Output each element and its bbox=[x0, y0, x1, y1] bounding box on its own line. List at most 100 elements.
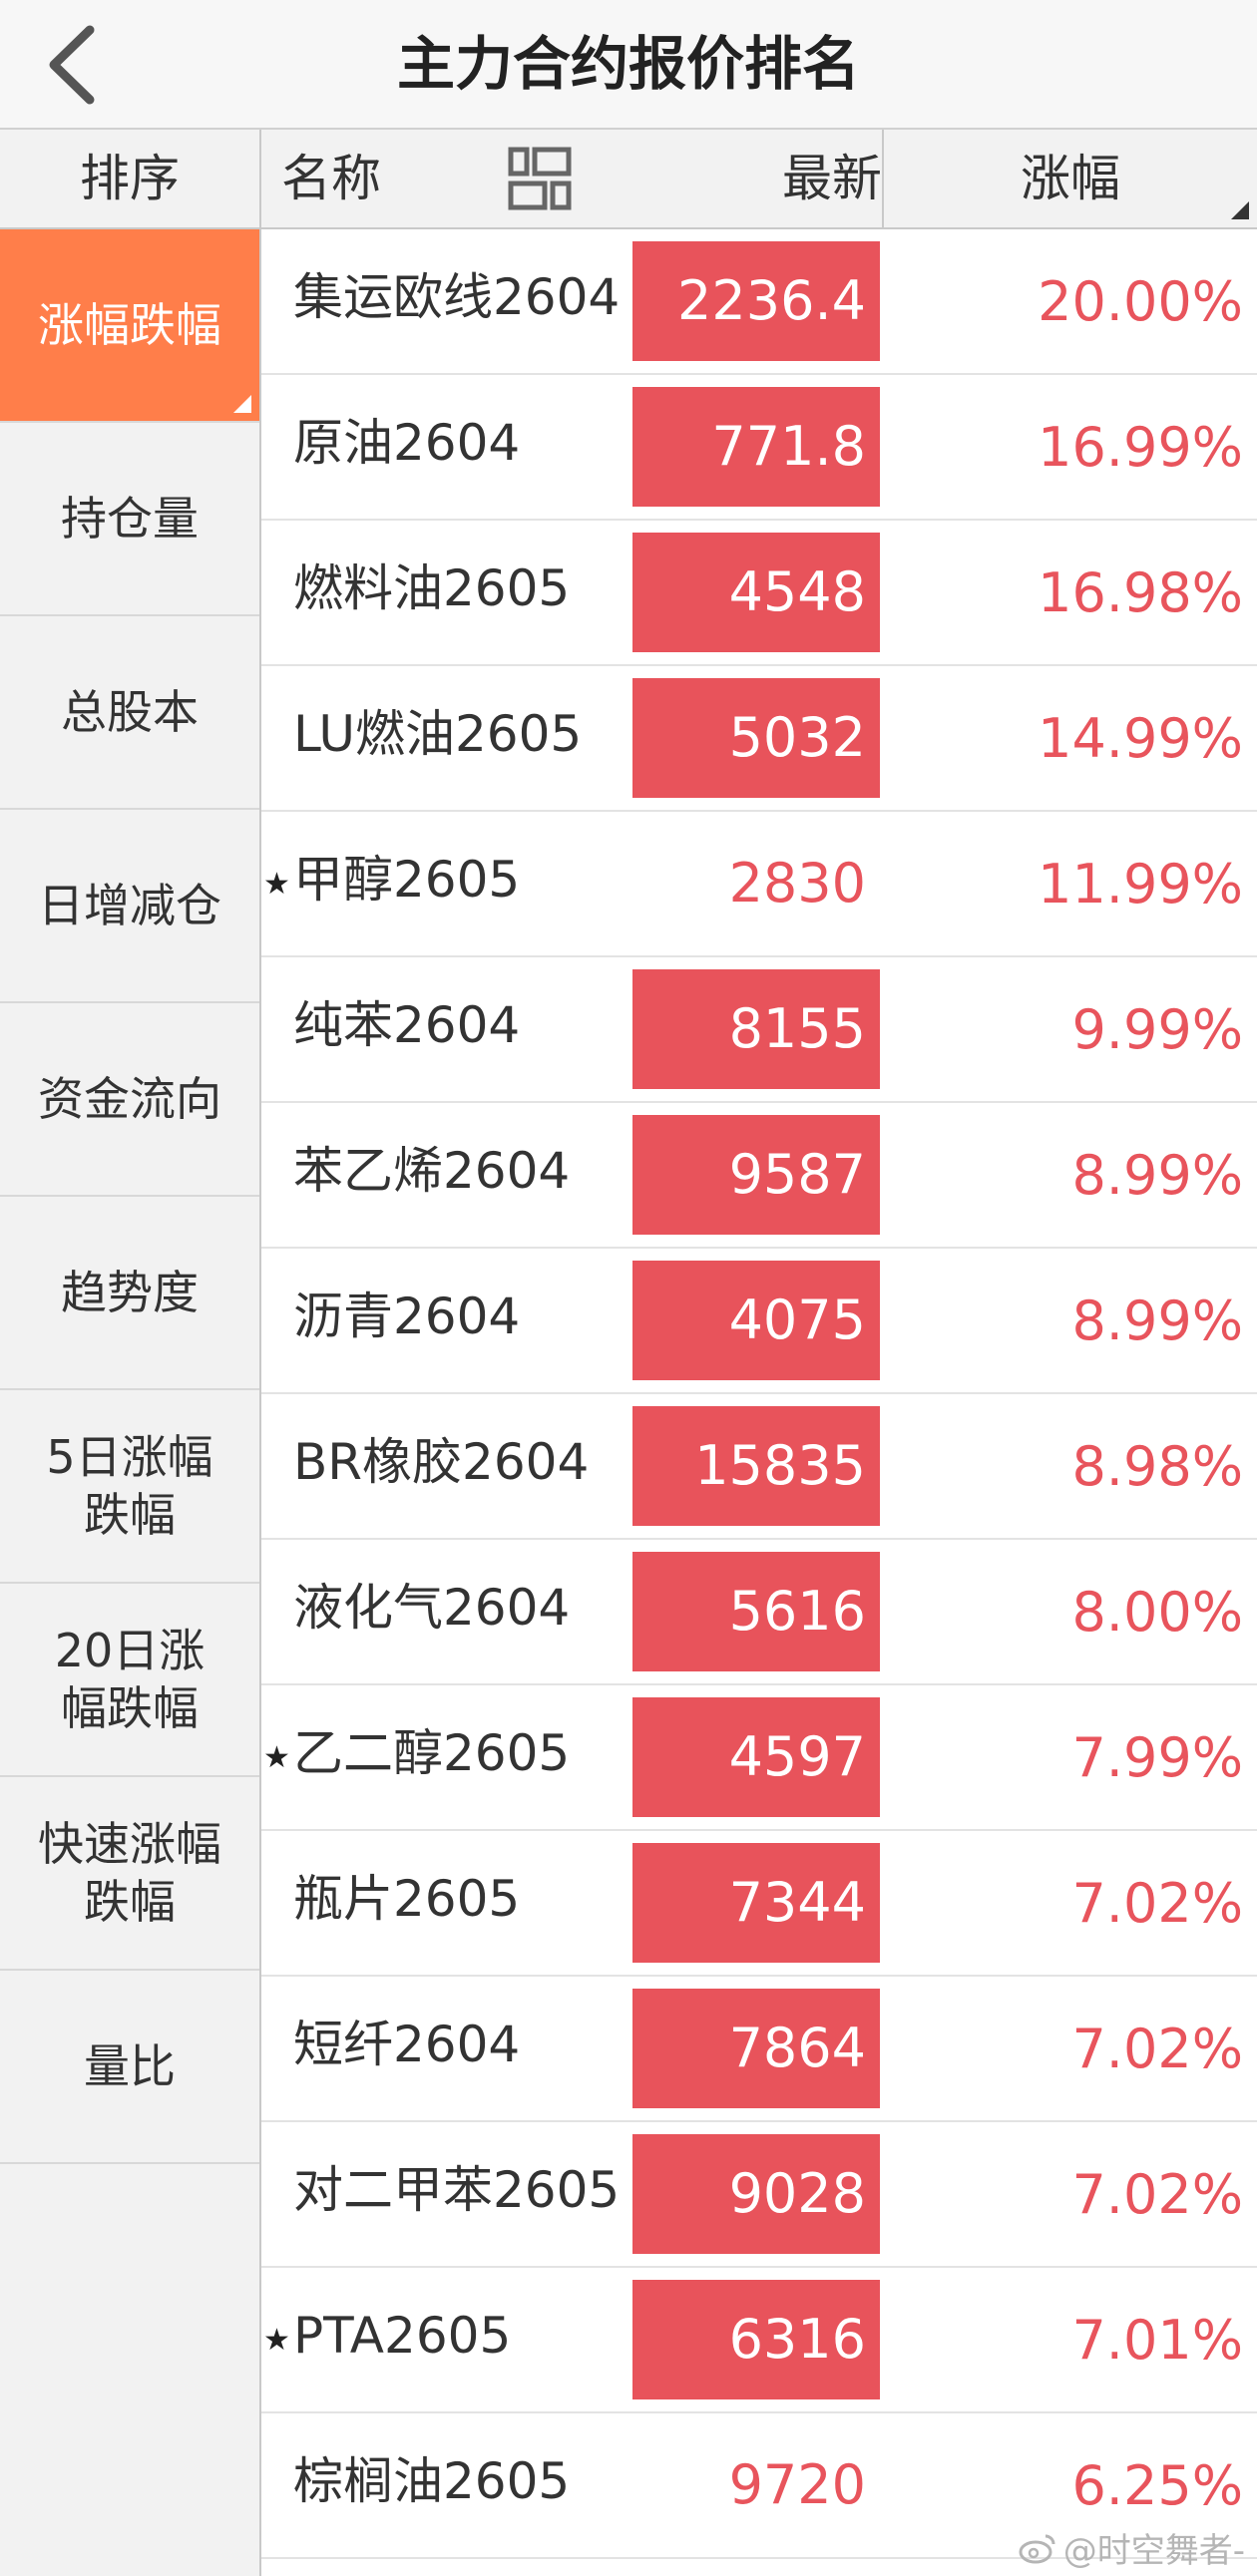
latest-price: 4548 bbox=[632, 533, 880, 652]
sidebar-item-daily-position-change[interactable]: 日增减仓 bbox=[0, 810, 259, 1003]
weibo-logo-icon bbox=[1019, 2534, 1055, 2563]
contract-name: 液化气2604 bbox=[293, 1579, 571, 1637]
latest-price: 5032 bbox=[632, 678, 880, 798]
sidebar-item-label: 快速涨幅 跌幅 bbox=[38, 1817, 221, 1929]
change-percent: 6.25% bbox=[1071, 2454, 1243, 2517]
contract-name: 棕榈油2605 bbox=[293, 2452, 571, 2510]
grid-layout-button[interactable] bbox=[507, 146, 573, 211]
header-divider bbox=[882, 130, 884, 227]
sidebar-item-total-shares[interactable]: 总股本 bbox=[0, 616, 259, 810]
table-row[interactable]: ★ 甲醇2605 2830 11.99% bbox=[261, 812, 1257, 957]
change-percent: 7.01% bbox=[1071, 2309, 1243, 2372]
table-row[interactable]: 棕榈油2605 9720 6.25% bbox=[261, 2413, 1257, 2559]
sort-heading: 排序 bbox=[0, 130, 261, 229]
latest-price: 6316 bbox=[632, 2280, 880, 2399]
table-row[interactable]: 燃料油2605 4548 16.98% bbox=[261, 521, 1257, 666]
sidebar-item-change[interactable]: 涨幅跌幅 bbox=[0, 229, 259, 423]
change-percent: 8.98% bbox=[1071, 1435, 1243, 1498]
table-row[interactable]: 瓶片2605 7344 7.02% bbox=[261, 1831, 1257, 1977]
contract-name: 燃料油2605 bbox=[293, 559, 571, 617]
sidebar-item-5day-change[interactable]: 5日涨幅 跌幅 bbox=[0, 1390, 259, 1584]
favorite-star-icon: ★ bbox=[263, 1740, 290, 1775]
chevron-left-icon bbox=[49, 25, 95, 105]
column-header-name: 名称 bbox=[281, 150, 381, 207]
change-percent: 7.02% bbox=[1071, 1872, 1243, 1935]
table-row[interactable]: 苯乙烯2604 9587 8.99% bbox=[261, 1103, 1257, 1249]
change-percent: 11.99% bbox=[1038, 853, 1243, 916]
sidebar-item-fund-flow[interactable]: 资金流向 bbox=[0, 1003, 259, 1197]
contract-name: 苯乙烯2604 bbox=[293, 1142, 571, 1200]
table-row[interactable]: 集运欧线2604 2236.4 20.00% bbox=[261, 229, 1257, 375]
latest-price: 9028 bbox=[632, 2134, 880, 2254]
contract-name: 甲醇2605 bbox=[293, 851, 521, 909]
sidebar-item-volume-ratio[interactable]: 量比 bbox=[0, 1971, 259, 2164]
latest-price: 7864 bbox=[632, 1989, 880, 2108]
latest-price: 9720 bbox=[728, 2453, 866, 2516]
contract-name: 对二甲苯2605 bbox=[293, 2161, 621, 2219]
table-row[interactable]: ★ 乙二醇2605 4597 7.99% bbox=[261, 1685, 1257, 1831]
sidebar-item-label: 持仓量 bbox=[61, 492, 199, 546]
watermark-text: @时空舞者- bbox=[1062, 2531, 1245, 2571]
change-percent: 7.99% bbox=[1071, 1726, 1243, 1789]
sidebar-item-label: 日增减仓 bbox=[38, 879, 221, 932]
change-percent: 16.98% bbox=[1038, 561, 1243, 624]
sidebar-item-label: 5日涨幅 跌幅 bbox=[46, 1430, 213, 1542]
selected-corner-icon bbox=[233, 395, 251, 413]
sidebar-item-label: 资金流向 bbox=[38, 1072, 221, 1126]
favorite-star-icon: ★ bbox=[263, 867, 290, 902]
latest-price: 2830 bbox=[728, 852, 866, 915]
change-percent: 7.02% bbox=[1071, 2163, 1243, 2226]
contract-name: 瓶片2605 bbox=[293, 1870, 521, 1928]
sort-indicator-icon bbox=[1231, 201, 1249, 219]
column-header-latest: 最新 bbox=[782, 150, 882, 207]
table-row[interactable]: ★ PTA2605 6316 7.01% bbox=[261, 2268, 1257, 2413]
back-button[interactable] bbox=[30, 20, 120, 110]
change-percent: 14.99% bbox=[1038, 707, 1243, 770]
latest-price: 8155 bbox=[632, 969, 880, 1089]
sidebar-item-20day-change[interactable]: 20日涨 幅跌幅 bbox=[0, 1584, 259, 1777]
table-header: 名称 最新 涨幅 bbox=[261, 130, 1257, 229]
latest-price: 2236.4 bbox=[632, 241, 880, 361]
contract-name: 乙二醇2605 bbox=[293, 1724, 571, 1782]
sidebar-item-label: 总股本 bbox=[61, 685, 199, 739]
contract-name: 集运欧线2604 bbox=[293, 268, 621, 326]
table-row[interactable]: LU燃油2605 5032 14.99% bbox=[261, 666, 1257, 812]
contract-name: LU燃油2605 bbox=[293, 705, 583, 763]
latest-price: 15835 bbox=[632, 1406, 880, 1526]
table-row[interactable]: 短纤2604 7864 7.02% bbox=[261, 1977, 1257, 2122]
table-row[interactable]: 对二甲苯2605 9028 7.02% bbox=[261, 2122, 1257, 2268]
quote-table: 集运欧线2604 2236.4 20.00% 原油2604 771.8 16.99% 燃料油… bbox=[261, 229, 1257, 2559]
change-percent: 9.99% bbox=[1071, 998, 1243, 1061]
table-row[interactable]: 液化气2604 5616 8.00% bbox=[261, 1540, 1257, 1685]
change-percent: 16.99% bbox=[1038, 416, 1243, 479]
page-title: 主力合约报价排名 bbox=[396, 30, 860, 98]
sidebar-item-label: 20日涨 幅跌幅 bbox=[54, 1624, 206, 1735]
sidebar-item-trend[interactable]: 趋势度 bbox=[0, 1197, 259, 1390]
change-percent: 8.99% bbox=[1071, 1144, 1243, 1207]
latest-price: 7344 bbox=[632, 1843, 880, 1963]
latest-price: 9587 bbox=[632, 1115, 880, 1235]
contract-name: 纯苯2604 bbox=[293, 996, 521, 1054]
change-percent: 7.02% bbox=[1071, 2018, 1243, 2080]
column-header-change[interactable]: 涨幅 bbox=[884, 130, 1257, 227]
favorite-star-icon: ★ bbox=[263, 2323, 290, 2358]
table-row[interactable]: 纯苯2604 8155 9.99% bbox=[261, 957, 1257, 1103]
contract-name: 短纤2604 bbox=[293, 2016, 521, 2073]
sidebar-item-label: 趋势度 bbox=[61, 1266, 199, 1319]
contract-name: 沥青2604 bbox=[293, 1288, 521, 1345]
column-header-change-label: 涨幅 bbox=[1021, 150, 1120, 207]
top-bar: 主力合约报价排名 bbox=[0, 0, 1257, 130]
sidebar-item-label: 涨幅跌幅 bbox=[38, 298, 221, 352]
watermark: @时空舞者- bbox=[1018, 2523, 1245, 2572]
contract-name: BR橡胶2604 bbox=[293, 1433, 590, 1491]
sidebar-item-fast-change[interactable]: 快速涨幅 跌幅 bbox=[0, 1777, 259, 1971]
contract-name: 原油2604 bbox=[293, 414, 521, 472]
latest-price: 771.8 bbox=[632, 387, 880, 507]
table-row[interactable]: BR橡胶2604 15835 8.98% bbox=[261, 1394, 1257, 1540]
grid-icon bbox=[508, 147, 572, 210]
latest-price: 5616 bbox=[632, 1552, 880, 1671]
sidebar-item-open-interest[interactable]: 持仓量 bbox=[0, 423, 259, 616]
table-row[interactable]: 沥青2604 4075 8.99% bbox=[261, 1249, 1257, 1394]
table-row[interactable]: 原油2604 771.8 16.99% bbox=[261, 375, 1257, 521]
change-percent: 8.00% bbox=[1071, 1581, 1243, 1644]
